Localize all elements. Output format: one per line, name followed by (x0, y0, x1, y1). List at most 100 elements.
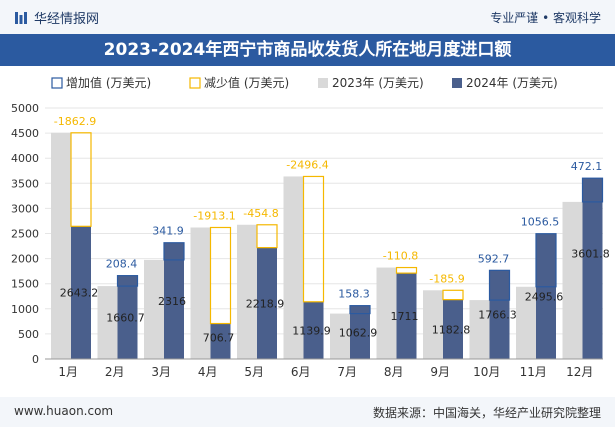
y-tick-label: 2000 (11, 253, 39, 266)
decrease-bar (256, 224, 278, 249)
bar-2023 (469, 300, 490, 359)
change-label: -1913.1 (193, 209, 235, 222)
decrease-bar (70, 132, 92, 227)
increase-bar (163, 242, 185, 261)
labels: -1862.9 2643.2 208.4 1660.7 341.9 2316 -1913.1… (54, 115, 610, 344)
change-label: 1056.5 (521, 216, 560, 229)
legend-label-3: 2024年 (万美元) (466, 76, 558, 90)
x-tick-label: 12月 (566, 365, 593, 379)
y-tick-label: 4500 (11, 127, 39, 140)
change-label: 472.1 (571, 160, 603, 173)
value-label-2024: 1062.9 (339, 326, 378, 339)
legend-swatch-2 (318, 78, 328, 88)
bar-2024 (489, 270, 510, 359)
value-label-2024: 2643.2 (60, 287, 99, 300)
legend: 增加值 (万美元) 减少值 (万美元) 2023年 (万美元) 2024年 (万美元) (51, 75, 558, 90)
change-label: 208.4 (106, 258, 138, 271)
bar-2023 (283, 176, 304, 359)
x-tick-label: 3月 (151, 365, 171, 379)
chart-svg: 增加值 (万美元) 减少值 (万美元) 2023年 (万美元) 2024年 (万美元)… (11, 75, 610, 379)
change-label: -185.9 (429, 272, 464, 285)
change-label: -454.8 (243, 207, 278, 220)
legend-swatch-0 (51, 77, 63, 89)
increase-bar (116, 275, 139, 287)
value-label-2024: 1766.3 (478, 309, 517, 322)
change-label: -2496.4 (286, 158, 328, 171)
bar-2023 (330, 313, 350, 359)
value-label-2024: 2218.9 (246, 297, 285, 310)
bar-2024 (164, 242, 184, 359)
increase-bar (535, 233, 557, 288)
bar-2023 (51, 132, 71, 359)
change-label: -1862.9 (54, 115, 96, 128)
decrease-bar (395, 266, 418, 274)
value-label-2024: 1182.8 (432, 323, 471, 336)
change-label: -110.8 (383, 250, 418, 263)
bar-2024 (117, 275, 138, 359)
value-label-2024: 1711 (391, 310, 419, 323)
chart-title: 2023-2024年西宁市商品收发货人所在地月度进口额 (103, 40, 512, 60)
bar-2024 (443, 299, 463, 359)
x-tick-label: 6月 (291, 365, 311, 379)
legend-swatch-3 (452, 78, 462, 88)
title-bar: 2023-2024年西宁市商品收发货人所在地月度进口额 (0, 34, 615, 66)
footer-url: www.huaon.com (14, 404, 114, 418)
legend-label-2: 2023年 (万美元) (332, 76, 424, 90)
value-label-2024: 706.7 (203, 331, 235, 344)
x-tick-label: 5月 (244, 365, 264, 379)
change-label: 158.3 (338, 288, 370, 301)
x-tick-label: 8月 (384, 365, 404, 379)
bar-2024 (71, 226, 91, 359)
bar-2024 (210, 323, 231, 359)
top-bar: 华经情报网 专业严谨 • 客观科学 (0, 0, 615, 34)
y-tick-label: 0 (32, 353, 39, 366)
increase-bar (349, 305, 371, 315)
bar-2023 (516, 286, 536, 359)
value-label-2024: 1660.7 (106, 311, 145, 324)
change-label: 341.9 (152, 225, 184, 238)
bar-2024 (257, 247, 277, 359)
y-tick-label: 2500 (11, 228, 39, 241)
change-label: 592.7 (478, 252, 510, 265)
x-tick-label: 4月 (198, 365, 218, 379)
y-tick-label: 3000 (11, 202, 39, 215)
legend-label-1: 减少值 (万美元) (204, 75, 289, 90)
decrease-bar (209, 226, 232, 325)
y-tick-label: 4000 (11, 152, 39, 165)
bar-2023 (237, 224, 257, 359)
footer-source: 数据来源：中国海关，华经产业研究院整理 (372, 406, 601, 420)
tagline: 专业严谨 • 客观科学 (490, 11, 601, 25)
bar-2023 (562, 201, 583, 359)
brand-name: 华经情报网 (34, 12, 100, 27)
value-label-2024: 2495.6 (525, 290, 564, 303)
bar-2023 (97, 286, 118, 359)
bar-2024 (350, 305, 370, 359)
axes: 0 500 1000 1500 2000 2500 3000 3500 4000 4500 5000… (11, 102, 603, 379)
decrease-bar (442, 289, 464, 301)
y-tick-label: 5000 (11, 102, 39, 115)
x-tick-label: 10月 (473, 365, 500, 379)
y-tick-label: 500 (18, 328, 39, 341)
brand-logo-icon (15, 11, 27, 24)
x-tick-label: 9月 (430, 365, 450, 379)
bar-2023 (423, 290, 443, 359)
x-tick-label: 2月 (105, 365, 125, 379)
bar-2023 (376, 267, 397, 359)
decrease-bar (302, 175, 325, 303)
legend-label-0: 增加值 (万美元) (66, 75, 151, 90)
bar-2023 (144, 259, 164, 359)
y-tick-label: 3500 (11, 177, 39, 190)
legend-swatch-1 (189, 77, 201, 89)
bar-2024 (536, 233, 556, 359)
value-label-2024: 3601.8 (571, 248, 610, 261)
brand: 华经情报网 (14, 8, 99, 27)
footer: www.huaon.com 数据来源：中国海关，华经产业研究院整理 (0, 397, 615, 427)
bar-2024 (582, 178, 603, 359)
bar-2023 (190, 227, 211, 359)
y-tick-label: 1500 (11, 278, 39, 291)
y-tick-label: 1000 (11, 303, 39, 316)
x-tick-label: 7月 (337, 365, 357, 379)
x-tick-label: 11月 (520, 365, 547, 379)
x-tick-label: 1月 (58, 365, 78, 379)
